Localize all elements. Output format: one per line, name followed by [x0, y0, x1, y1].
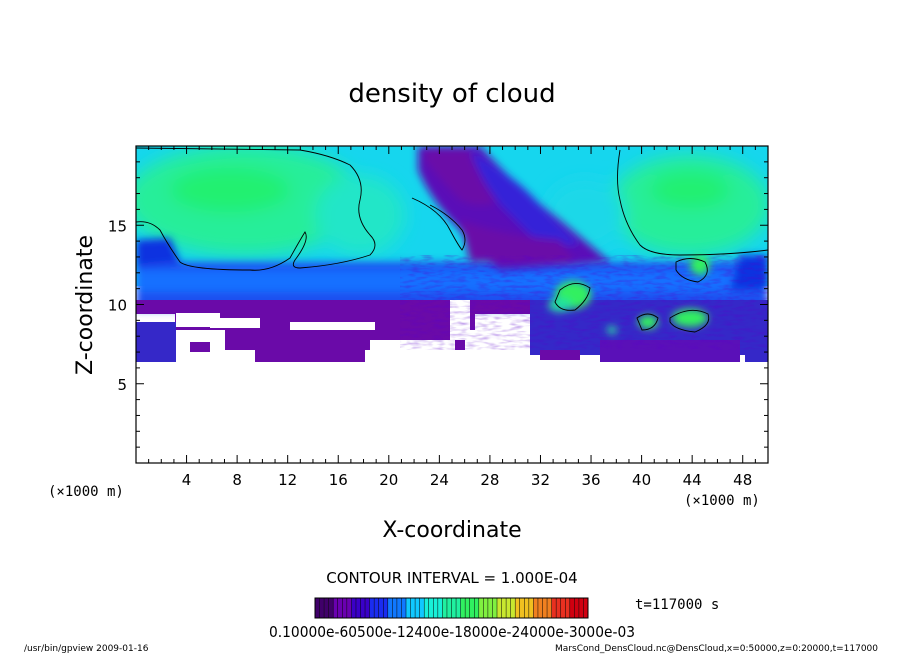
colorbar-swatch [442, 598, 447, 618]
colorbar-swatch [497, 598, 502, 618]
x-tick-label: 28 [480, 471, 499, 489]
colorbar-swatch [487, 598, 493, 618]
x-tick-label: 8 [232, 471, 242, 489]
colorbar-swatch [547, 598, 552, 618]
colorbar-swatch [506, 598, 511, 618]
y-tick-label: 5 [117, 376, 127, 394]
footer-source: MarsCond_DensCloud.nc@DensCloud,x=0:5000… [555, 644, 878, 654]
colorbar-swatch [351, 598, 356, 618]
colorbar-swatch [328, 598, 334, 618]
colorbar-swatch [524, 598, 529, 618]
colorbar-swatch [492, 598, 497, 618]
colorbar-swatch [342, 598, 347, 618]
colorbar-swatch [460, 598, 466, 618]
colorbar-swatch [556, 598, 561, 618]
colorbar-swatch [374, 598, 379, 618]
colorbar-swatch [392, 598, 397, 618]
colorbar-swatch [446, 598, 452, 618]
colorbar-swatch [542, 598, 548, 618]
x-tick-label: 32 [531, 471, 550, 489]
colorbar-swatch [456, 598, 461, 618]
green-blobs [548, 255, 710, 334]
colorbar-swatch [551, 598, 557, 618]
colorbar-swatch [419, 598, 425, 618]
colorbar-swatch [424, 598, 429, 618]
colorbar-swatch [355, 598, 361, 618]
colorbar-swatch [583, 598, 588, 618]
colorbar-swatch [428, 598, 434, 618]
x-tick-label: 12 [278, 471, 297, 489]
x-tick-label: 40 [632, 471, 651, 489]
colorbar-swatch [437, 598, 443, 618]
colorbar-labels: 0.10000e-60500e-12400e-18000e-24000e-300… [269, 623, 635, 641]
colorbar-swatch [387, 598, 393, 618]
colorbar-swatch [410, 598, 416, 618]
colorbar-swatch [346, 598, 352, 618]
x-axis: 4 8 12 16 20 24 28 32 36 40 44 48 [135, 146, 769, 489]
x-tick-label: 44 [683, 471, 702, 489]
colorbar-swatch [369, 598, 375, 618]
colorbar-swatch [483, 598, 488, 618]
colorbar-swatch [510, 598, 516, 618]
colorbar-frame [314, 597, 589, 619]
x-tick-label: 36 [581, 471, 600, 489]
colorbar-swatch [501, 598, 507, 618]
contour-interval-label: CONTOUR INTERVAL = 1.000E-04 [326, 569, 577, 587]
colorbar-swatch [478, 598, 484, 618]
colorbar [314, 597, 589, 619]
colorbar-swatch [578, 598, 584, 618]
colorbar-swatch [396, 598, 402, 618]
x-tick-label: 16 [329, 471, 348, 489]
colorbar-swatch [333, 598, 338, 618]
colorbar-swatch [383, 598, 388, 618]
colorbar-swatch [415, 598, 420, 618]
colorbar-swatch [569, 598, 575, 618]
colorbar-swatch [451, 598, 457, 618]
x-tick-label: 48 [733, 471, 752, 489]
colorbar-swatch [469, 598, 475, 618]
colorbar-swatch [560, 598, 566, 618]
colorbar-swatch [324, 598, 329, 618]
colorbar-swatch [365, 598, 370, 618]
colorbar-swatch [315, 598, 320, 618]
chart-title: density of cloud [348, 79, 555, 109]
colorbar-swatch [533, 598, 538, 618]
colorbar-swatch [519, 598, 525, 618]
colorbar-swatch [360, 598, 366, 618]
x-tick-label: 20 [379, 471, 398, 489]
colorbar-swatch [515, 598, 520, 618]
colorbar-swatch [537, 598, 543, 618]
colorbar-swatch [319, 598, 325, 618]
colorbar-swatch [406, 598, 411, 618]
x-unit-left: (×1000 m) [48, 484, 124, 500]
colorbar-swatch [565, 598, 570, 618]
time-label: t=117000 s [635, 597, 719, 613]
y-axis-label: Z-coordinate [73, 235, 98, 375]
colorbar-swatch [465, 598, 470, 618]
colorbar-swatch [528, 598, 534, 618]
colorbar-swatch [378, 598, 384, 618]
y-tick-label: 10 [108, 297, 127, 315]
x-unit-right: (×1000 m) [684, 493, 760, 509]
colorbar-swatch [574, 598, 579, 618]
y-axis: 5 10 15 [108, 145, 768, 464]
heatmap-field [136, 146, 768, 463]
colorbar-swatch [474, 598, 479, 618]
x-tick-label: 24 [430, 471, 449, 489]
x-tick-label: 4 [182, 471, 192, 489]
colorbar-swatch [401, 598, 406, 618]
colorbar-swatch [337, 598, 343, 618]
x-axis-label: X-coordinate [382, 518, 521, 543]
colorbar-swatch [433, 598, 438, 618]
footer-program: /usr/bin/gpview 2009-01-16 [24, 644, 149, 654]
y-tick-label: 15 [108, 217, 127, 235]
